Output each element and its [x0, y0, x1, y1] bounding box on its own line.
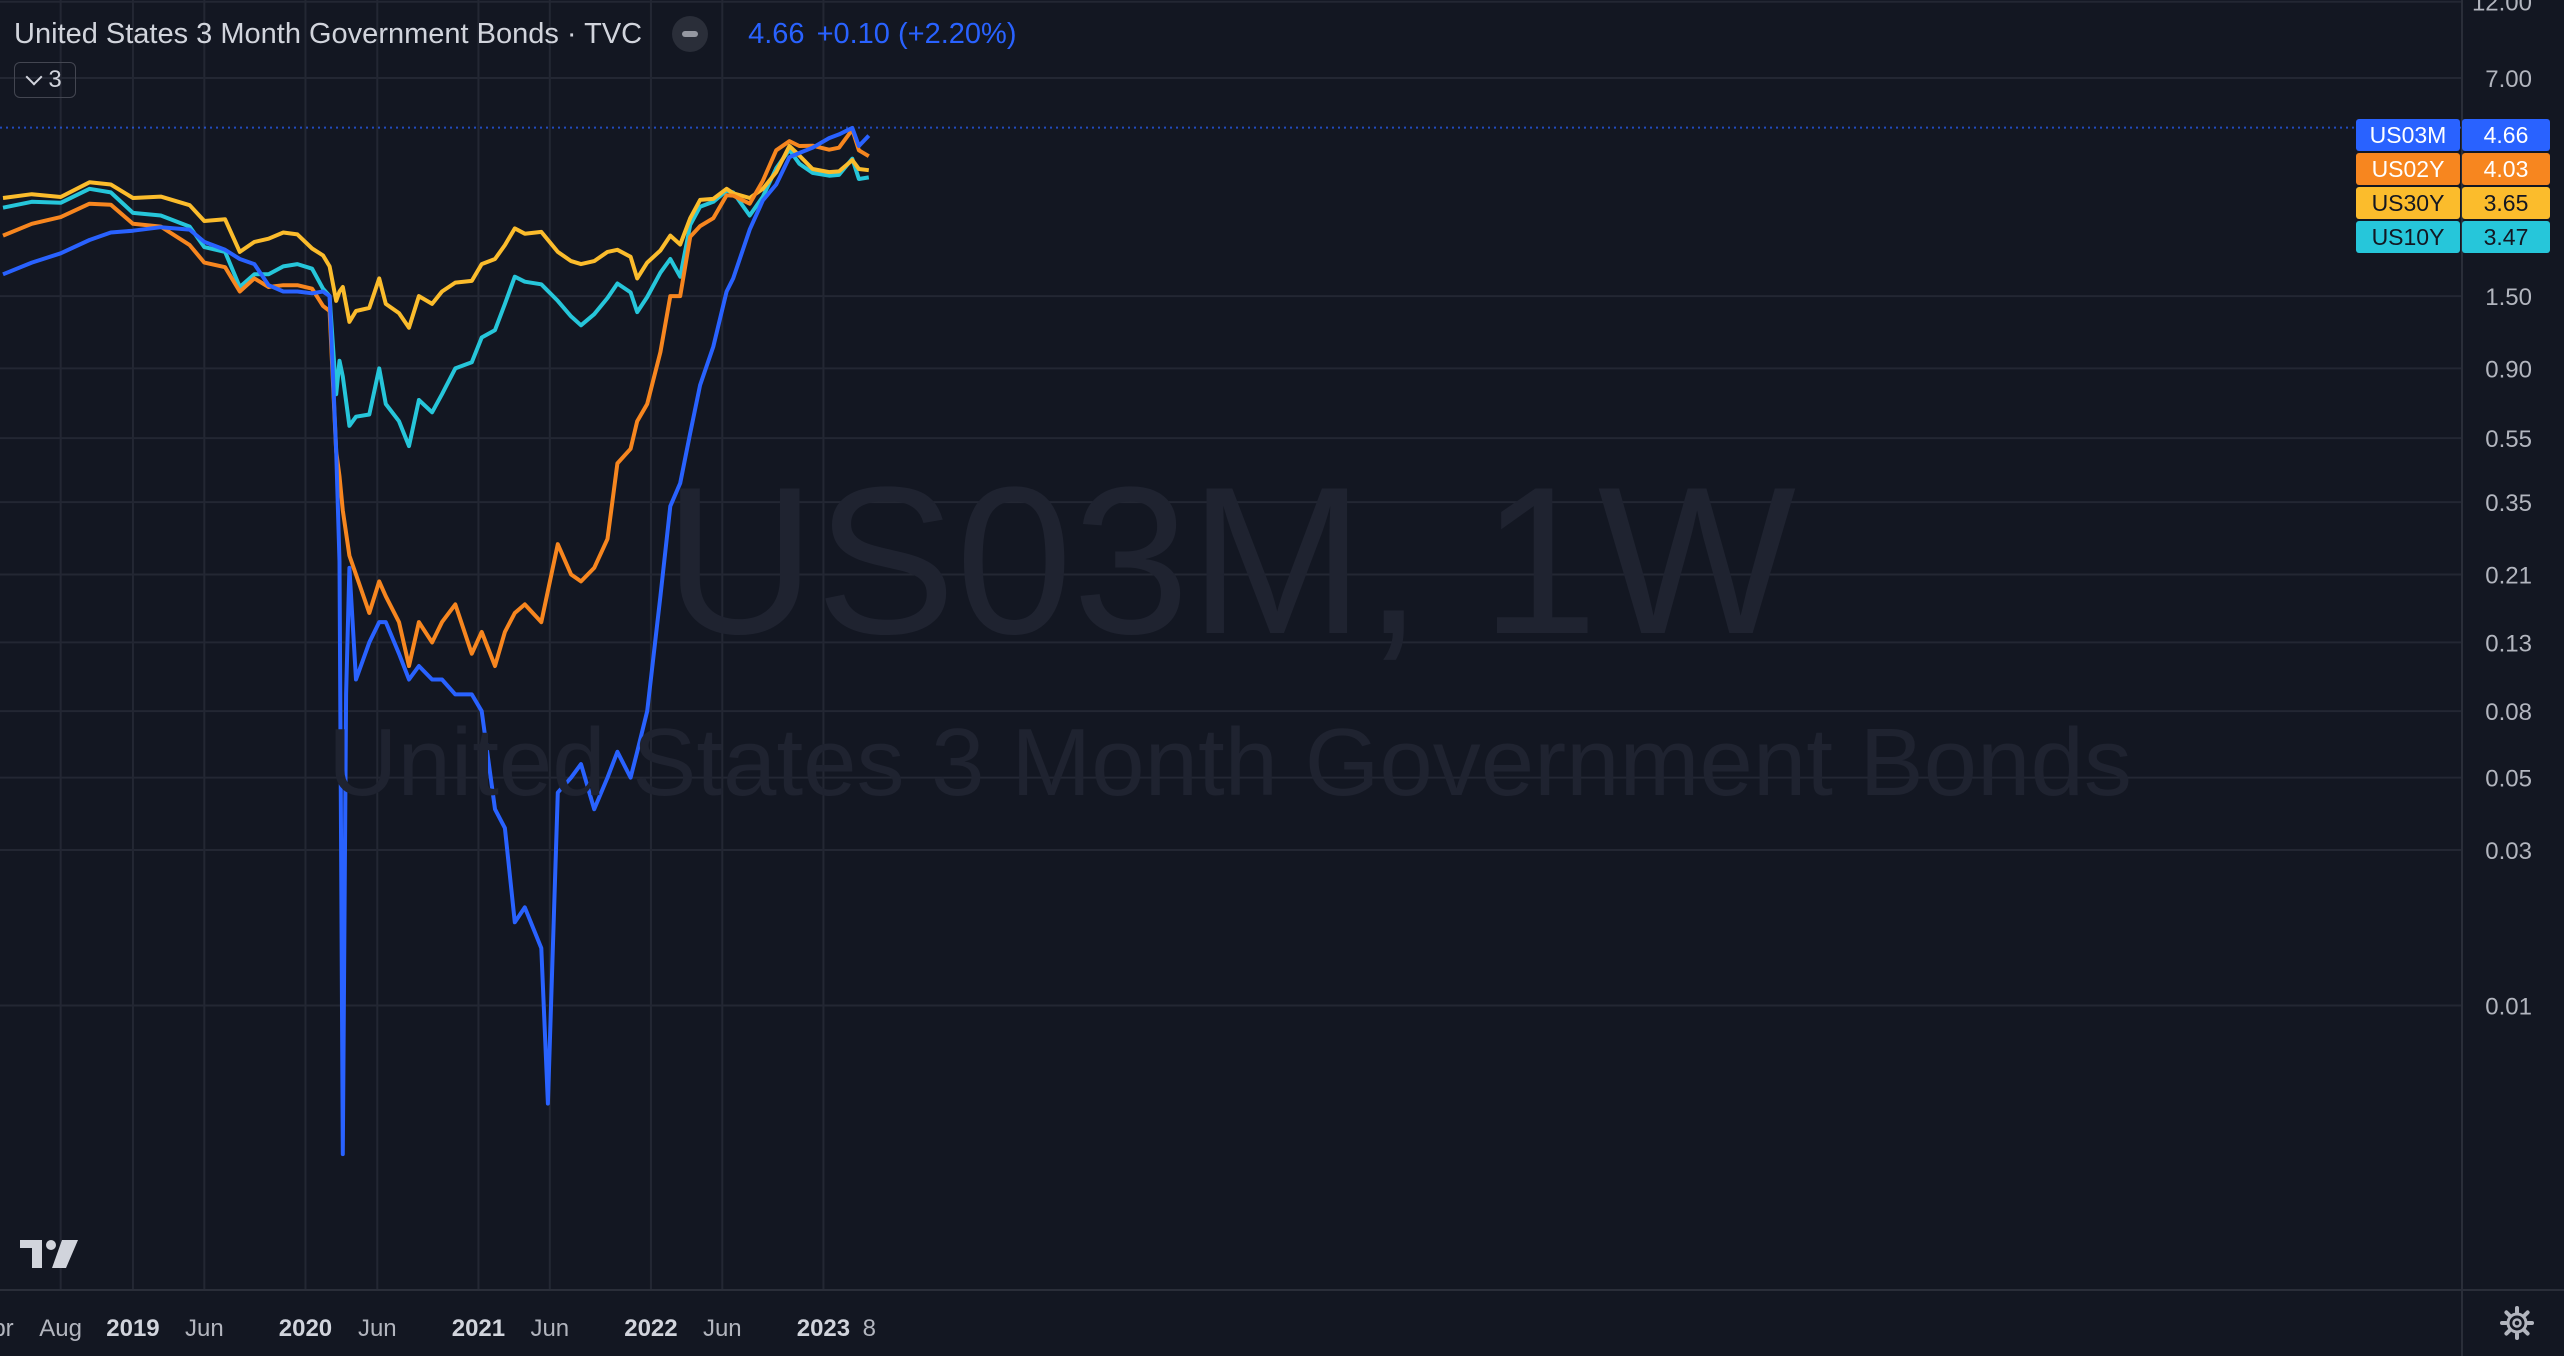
- price-tag-value: 3.65: [2484, 190, 2529, 216]
- price-tag-name-bg: [2356, 187, 2460, 219]
- series-line-us02y: [2, 127, 870, 668]
- grid-lines: [0, 0, 2462, 1290]
- tradingview-logo-icon[interactable]: [18, 1236, 82, 1272]
- watermark-symbol: US03M, 1W: [664, 443, 1796, 678]
- price-tag-us10y: US10Y 3.47: [2356, 221, 2550, 253]
- x-tick-label: Aug: [39, 1315, 82, 1342]
- y-tick-label: 12.00: [2472, 0, 2532, 17]
- y-tick-label: 0.35: [2485, 490, 2532, 517]
- series-line-us03m: [2, 125, 871, 1157]
- legend-header: United States 3 Month Government Bonds ·…: [14, 14, 1016, 54]
- y-tick-label: 0.08: [2485, 699, 2532, 726]
- price-tag-value: 3.47: [2484, 224, 2529, 250]
- price-tag-name-bg: [2356, 221, 2460, 253]
- hide-minus-icon[interactable]: [672, 16, 709, 52]
- price-tag-value-bg: [2462, 119, 2550, 151]
- x-tick-label: 8: [863, 1315, 876, 1342]
- price-tag-value-bg: [2462, 221, 2550, 253]
- x-tick-label: 2023: [797, 1315, 850, 1342]
- price-tag-us02y: US02Y 4.03: [2356, 153, 2550, 185]
- x-tick-label: Jun: [185, 1315, 224, 1342]
- price-tag-value: 4.66: [2484, 122, 2529, 148]
- price-change: +0.10 (+2.20%): [816, 17, 1017, 50]
- price-tag-value-bg: [2462, 153, 2550, 185]
- x-tick-label: 2019: [106, 1315, 159, 1342]
- price-tag-name-bg: [2356, 153, 2460, 185]
- settings-gear-icon[interactable]: [2500, 1306, 2534, 1340]
- chevron-down-icon: [25, 68, 43, 86]
- x-tick-label: Jun: [530, 1315, 569, 1342]
- y-tick-label: 0.05: [2485, 766, 2532, 793]
- y-tick-label: 1.50: [2485, 284, 2532, 311]
- price-tag-value-bg: [2462, 187, 2550, 219]
- x-tick-label: 2021: [452, 1315, 505, 1342]
- x-tick-label: Jun: [358, 1315, 397, 1342]
- price-tag-name: US02Y: [2372, 156, 2445, 182]
- x-tick-label: 2022: [624, 1315, 677, 1342]
- y-tick-label: 0.13: [2485, 630, 2532, 657]
- price-tag-name-bg: [2356, 119, 2460, 151]
- watermark-name: United States 3 Month Government Bonds: [328, 709, 2132, 816]
- last-price: 4.66: [748, 17, 805, 50]
- indicator-count: 3: [48, 66, 62, 93]
- price-tags: US03M 4.66 US02Y 4.03 US30Y 3.65 US10Y 3.47: [2356, 119, 2550, 253]
- series-lines: [0, 125, 2462, 1157]
- x-tick-label: 2020: [279, 1315, 332, 1342]
- y-tick-label: 0.55: [2485, 426, 2532, 453]
- price-tag-name: US10Y: [2372, 224, 2445, 250]
- y-tick-label: 0.01: [2485, 994, 2532, 1021]
- y-tick-label: 0.21: [2485, 562, 2532, 589]
- indicators-toggle-button[interactable]: 3: [14, 62, 76, 98]
- price-tag-name: US30Y: [2372, 190, 2445, 216]
- y-tick-label: 0.03: [2485, 838, 2532, 865]
- x-tick-label: Jun: [703, 1315, 742, 1342]
- price-tag-us03m: US03M 4.66: [2356, 119, 2550, 151]
- x-tick-label: pr: [0, 1315, 14, 1342]
- price-tag-value: 4.03: [2484, 156, 2529, 182]
- symbol-title[interactable]: United States 3 Month Government Bonds ·…: [14, 17, 643, 50]
- y-tick-label: 0.90: [2485, 356, 2532, 383]
- y-tick-label: 7.00: [2485, 66, 2532, 93]
- price-tag-name: US03M: [2370, 122, 2447, 148]
- price-tag-us30y: US30Y 3.65: [2356, 187, 2550, 219]
- series-line-us30y: [2, 144, 870, 330]
